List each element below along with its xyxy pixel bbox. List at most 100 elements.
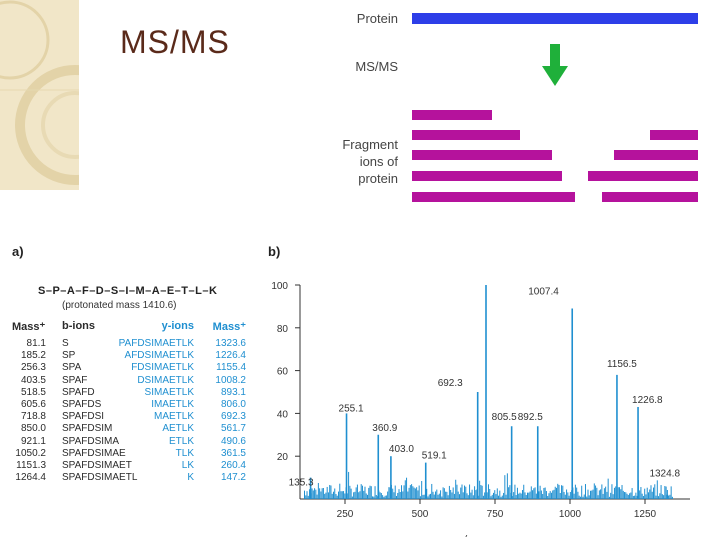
panel-a-letter: a): [12, 244, 24, 259]
header-y-ions: y-ions: [161, 320, 194, 332]
b-ion-cell: SPAFDSIMAE: [62, 447, 126, 459]
y-mass-cell: 1008.2: [215, 374, 246, 386]
b-mass-cell: 256.3: [20, 362, 46, 374]
peak-label: 1226.8: [632, 395, 663, 406]
y-tick-label: 40: [277, 409, 289, 420]
peptide-sequence: S–P–A–F–D–S–I–M–A–E–T–L–K: [38, 285, 218, 297]
fragment-bar: [588, 171, 698, 181]
y-tick-label: 60: [277, 367, 289, 378]
b-ion-cell: SPAFD: [62, 386, 95, 398]
y-ion-cell: ETLK: [168, 435, 194, 447]
y-mass-cell: 260.4: [220, 459, 246, 471]
b-ion-cell: SPAFDSI: [62, 411, 105, 423]
protein-label: Protein: [356, 11, 398, 26]
fragment-bar: [614, 150, 698, 160]
x-tick-label: 750: [487, 509, 504, 520]
y-ion-cell: AETLK: [162, 423, 194, 435]
peak-label: 805.5: [492, 412, 517, 423]
b-ion-cell: SPA: [62, 362, 82, 374]
y-ion-cell: TLK: [175, 447, 194, 459]
y-ion-cell: PAFDSIMAETLK: [118, 338, 194, 349]
fragment-label-line-1: Fragment: [342, 137, 398, 152]
decorative-circles: [0, 0, 79, 185]
b-mass-cell: 1151.3: [16, 459, 46, 471]
y-mass-cell: 1226.4: [215, 350, 246, 362]
fragment-bar: [412, 110, 492, 120]
fragment-label-line-3: protein: [358, 171, 398, 186]
y-ion-cell: IMAETLK: [151, 398, 194, 410]
panel-b-letter: b): [268, 244, 281, 259]
y-mass-cell: 561.7: [220, 423, 246, 435]
b-mass-cell: 850.0: [20, 423, 46, 435]
b-ion-cell: S: [62, 338, 69, 349]
peak-label: 892.5: [518, 412, 543, 423]
peak-label: 135.3: [289, 478, 314, 489]
y-ion-cell: K: [187, 472, 194, 484]
y-mass-column: 1323.6 1226.4 1155.4 1008.2 893.1 806.0 692.3 5…: [200, 338, 246, 484]
peak-label: 1007.4: [528, 287, 559, 298]
y-mass-cell: 1323.6: [215, 338, 246, 349]
header-b-ions: b-ions: [62, 320, 95, 332]
y-ion-cell: AFDSIMAETLK: [124, 350, 194, 362]
b-mass-cell: 718.8: [20, 411, 46, 423]
decorative-corner-pattern: [0, 0, 79, 190]
b-mass-cell: 1050.2: [15, 447, 46, 459]
y-ion-column: PAFDSIMAETLK AFDSIMAETLK FDSIMAETLK DSIMAET…: [100, 338, 194, 484]
peak-label: 255.1: [339, 403, 364, 414]
slide-title: MS/MS: [120, 24, 230, 60]
y-tick-label: 100: [271, 281, 288, 292]
x-axis-label: m/z: [454, 534, 472, 537]
peak-label: 360.9: [372, 423, 397, 434]
b-ion-cell: SPAFDSIMAET: [62, 459, 132, 471]
fragment-bar: [412, 130, 520, 140]
y-ion-cell: DSIMAETLK: [137, 374, 194, 386]
x-tick-label: 1250: [634, 509, 657, 520]
b-ion-cell: SPAFDSIMAETL: [62, 472, 138, 484]
y-ion-cell: FDSIMAETLK: [131, 362, 194, 374]
b-ion-cell: SPAFDSIMA: [62, 435, 120, 447]
y-mass-cell: 893.1: [220, 386, 246, 398]
fragment-bar: [412, 150, 552, 160]
b-mass-cell: 921.1: [20, 435, 46, 447]
y-mass-cell: 806.0: [220, 398, 246, 410]
y-tick-label: 80: [277, 324, 289, 335]
b-mass-cell: 81.1: [26, 338, 46, 349]
y-mass-cell: 1155.4: [216, 362, 246, 374]
y-mass-cell: 692.3: [220, 411, 246, 423]
fragment-bar: [650, 130, 698, 140]
fragment-label: Fragment ions of protein: [318, 136, 398, 187]
b-mass-cell: 605.6: [20, 398, 46, 410]
peak-label: 1324.8: [649, 469, 680, 480]
b-ion-cell: SP: [62, 350, 76, 362]
header-b-mass: Mass⁺: [12, 321, 46, 333]
y-mass-cell: 147.2: [220, 472, 246, 484]
fragment-bar: [602, 192, 698, 202]
msms-label: MS/MS: [355, 59, 398, 74]
b-mass-cell: 403.5: [20, 374, 46, 386]
y-ion-cell: LK: [181, 459, 194, 471]
protein-bar: [412, 13, 698, 24]
y-tick-label: 20: [277, 452, 289, 463]
x-tick-label: 1000: [559, 509, 582, 520]
b-ion-cell: SPAFDSIM: [62, 423, 113, 435]
fragment-bar: [412, 192, 575, 202]
peak-label: 1156.5: [607, 359, 637, 370]
y-ion-cell: MAETLK: [153, 411, 194, 423]
fragment-bar: [412, 171, 562, 181]
peak-label: 692.3: [438, 378, 463, 389]
y-mass-cell: 490.6: [220, 435, 246, 447]
peak-label: 403.0: [389, 444, 414, 455]
x-tick-label: 250: [337, 509, 354, 520]
b-mass-cell: 185.2: [20, 350, 46, 362]
b-ion-cell: SPAFDS: [62, 398, 102, 410]
down-arrow-icon: [542, 44, 568, 86]
fragment-label-line-2: ions of: [359, 154, 398, 169]
b-mass-cell: 518.5: [20, 386, 46, 398]
peak-label: 519.1: [422, 451, 447, 462]
b-mass-column: 81.1 185.2 256.3 403.5 518.5 605.6 718.8 850.0 9…: [10, 338, 46, 484]
b-mass-cell: 1264.4: [15, 472, 46, 484]
y-ion-cell: SIMAETLK: [144, 386, 194, 398]
b-ion-column: S SP SPA SPAF SPAFD SPAFDS SPAFDSI SPAFDSIM SPAF…: [62, 338, 152, 484]
header-y-mass: Mass⁺: [212, 321, 246, 333]
x-tick-label: 500: [412, 509, 429, 520]
